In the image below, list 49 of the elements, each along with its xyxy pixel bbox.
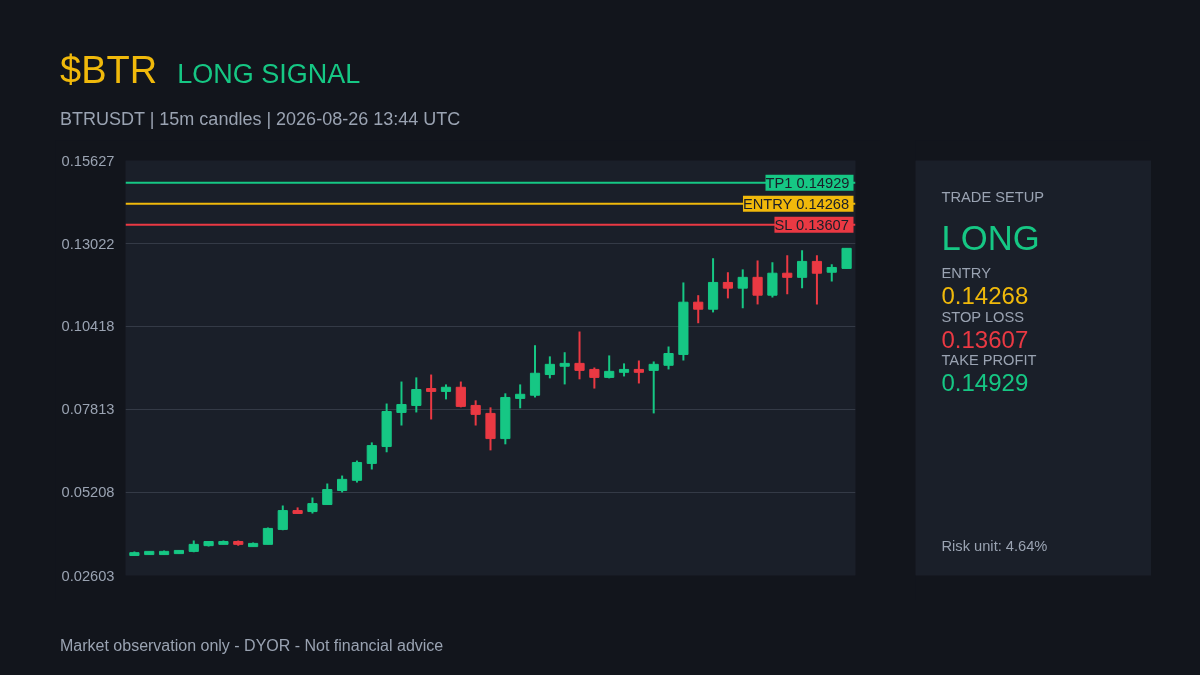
candlestick bbox=[277, 504, 288, 532]
text: Market observation only - DYOR - Not financial advice bbox=[59, 636, 444, 656]
text: ENTRY bbox=[941, 265, 992, 282]
chart-subtitle: BTRUSDT | 15m candles | 2026-08-26 13:44 UTC bbox=[60, 108, 461, 132]
candlestick bbox=[663, 345, 674, 371]
candlestick bbox=[515, 383, 526, 410]
y-tick-label: 0.15627 bbox=[61, 152, 115, 169]
text: TRADE SETUP bbox=[941, 188, 1045, 205]
y-tick-label: 0.10418 bbox=[61, 318, 115, 335]
candlestick bbox=[782, 254, 793, 296]
y-tick-label: 0.05208 bbox=[61, 484, 115, 501]
text: LONG bbox=[941, 219, 1040, 258]
candlestick bbox=[396, 380, 407, 427]
y-tick-label: 0.13022 bbox=[61, 235, 115, 252]
text: STOP LOSS bbox=[941, 308, 1025, 325]
text: Risk unit: 4.64% bbox=[941, 537, 1048, 554]
candlestick bbox=[693, 294, 704, 325]
candlestick bbox=[455, 380, 466, 409]
text: 0.13607 bbox=[941, 325, 1029, 353]
ref-line-label: SL 0.13607 bbox=[774, 216, 849, 233]
candlestick bbox=[722, 271, 733, 300]
candlestick bbox=[633, 359, 644, 385]
candlestick bbox=[559, 351, 570, 386]
candlestick bbox=[351, 459, 363, 484]
candlestick bbox=[574, 330, 585, 381]
candlestick bbox=[841, 247, 852, 269]
candlestick bbox=[411, 376, 422, 414]
ref-line-label: TP1 0.14929 bbox=[765, 174, 850, 191]
candlestick bbox=[796, 249, 808, 290]
ref-line-label: ENTRY 0.14268 bbox=[742, 195, 850, 212]
text: TAKE PROFIT bbox=[941, 351, 1037, 368]
chart-title: $BTR bbox=[60, 49, 158, 91]
candlestick bbox=[767, 261, 778, 299]
candlestick bbox=[544, 355, 555, 380]
candlestick bbox=[322, 482, 333, 506]
candlestick bbox=[470, 399, 481, 427]
candlestick bbox=[811, 254, 823, 306]
candlestick bbox=[366, 441, 377, 471]
candlestick bbox=[648, 360, 659, 415]
y-tick-label: 0.07813 bbox=[61, 401, 115, 418]
candlestick bbox=[529, 344, 541, 399]
text: 0.14929 bbox=[941, 368, 1029, 396]
text: LONG SIGNAL bbox=[177, 59, 361, 89]
candlestick bbox=[737, 268, 748, 310]
candlestick bbox=[589, 366, 600, 390]
text: 0.14268 bbox=[941, 282, 1029, 310]
candlestick bbox=[752, 259, 763, 306]
y-tick-label: 0.02603 bbox=[61, 567, 115, 584]
candlestick bbox=[426, 373, 437, 421]
